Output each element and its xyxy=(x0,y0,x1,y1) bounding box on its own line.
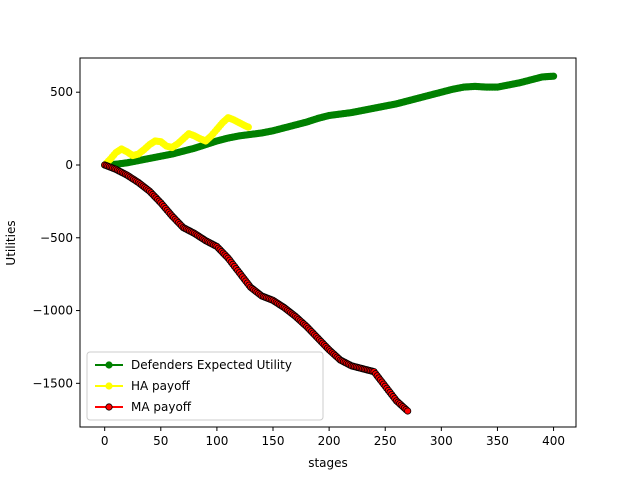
y-tick-label: 0 xyxy=(65,158,73,172)
y-tick-label: −1500 xyxy=(32,376,73,390)
x-tick-label: 50 xyxy=(153,434,168,448)
x-tick-label: 100 xyxy=(205,434,228,448)
y-tick-label: −1000 xyxy=(32,304,73,318)
y-axis-label: Utilities xyxy=(4,220,18,265)
x-tick-label: 200 xyxy=(318,434,341,448)
x-tick-label: 350 xyxy=(486,434,509,448)
legend-marker xyxy=(105,361,113,369)
series-2 xyxy=(101,161,412,415)
legend-item: HA payoff xyxy=(95,379,190,393)
x-tick-label: 0 xyxy=(101,434,109,448)
series-point xyxy=(404,407,412,415)
x-tick-label: 300 xyxy=(430,434,453,448)
legend-item: Defenders Expected Utility xyxy=(95,358,292,372)
legend-label: HA payoff xyxy=(131,379,190,393)
y-axis: −1500 −1000 −500 0 500 xyxy=(32,85,80,390)
y-tick-label: 500 xyxy=(50,85,73,99)
x-tick-label: 400 xyxy=(542,434,565,448)
series-point xyxy=(549,72,558,80)
series-point xyxy=(244,123,252,131)
plot-frame xyxy=(79,57,577,428)
legend-box xyxy=(86,351,324,421)
legend-marker xyxy=(105,382,113,390)
legend-item: MA payoff xyxy=(95,400,192,414)
series-1 xyxy=(101,114,252,169)
x-tick-label: 150 xyxy=(262,434,285,448)
series-layer xyxy=(101,72,558,415)
x-axis-label: stages xyxy=(308,456,348,470)
legend: Defenders Expected Utility HA payoff MA pa… xyxy=(86,351,324,421)
legend-marker xyxy=(105,403,113,411)
y-tick-label: −500 xyxy=(40,231,73,245)
legend-label: MA payoff xyxy=(131,400,192,414)
x-axis: 0 50 100 150 200 250 300 350 400 xyxy=(101,427,565,448)
series-0 xyxy=(101,72,558,169)
legend-label: Defenders Expected Utility xyxy=(131,358,292,372)
x-tick-label: 250 xyxy=(374,434,397,448)
